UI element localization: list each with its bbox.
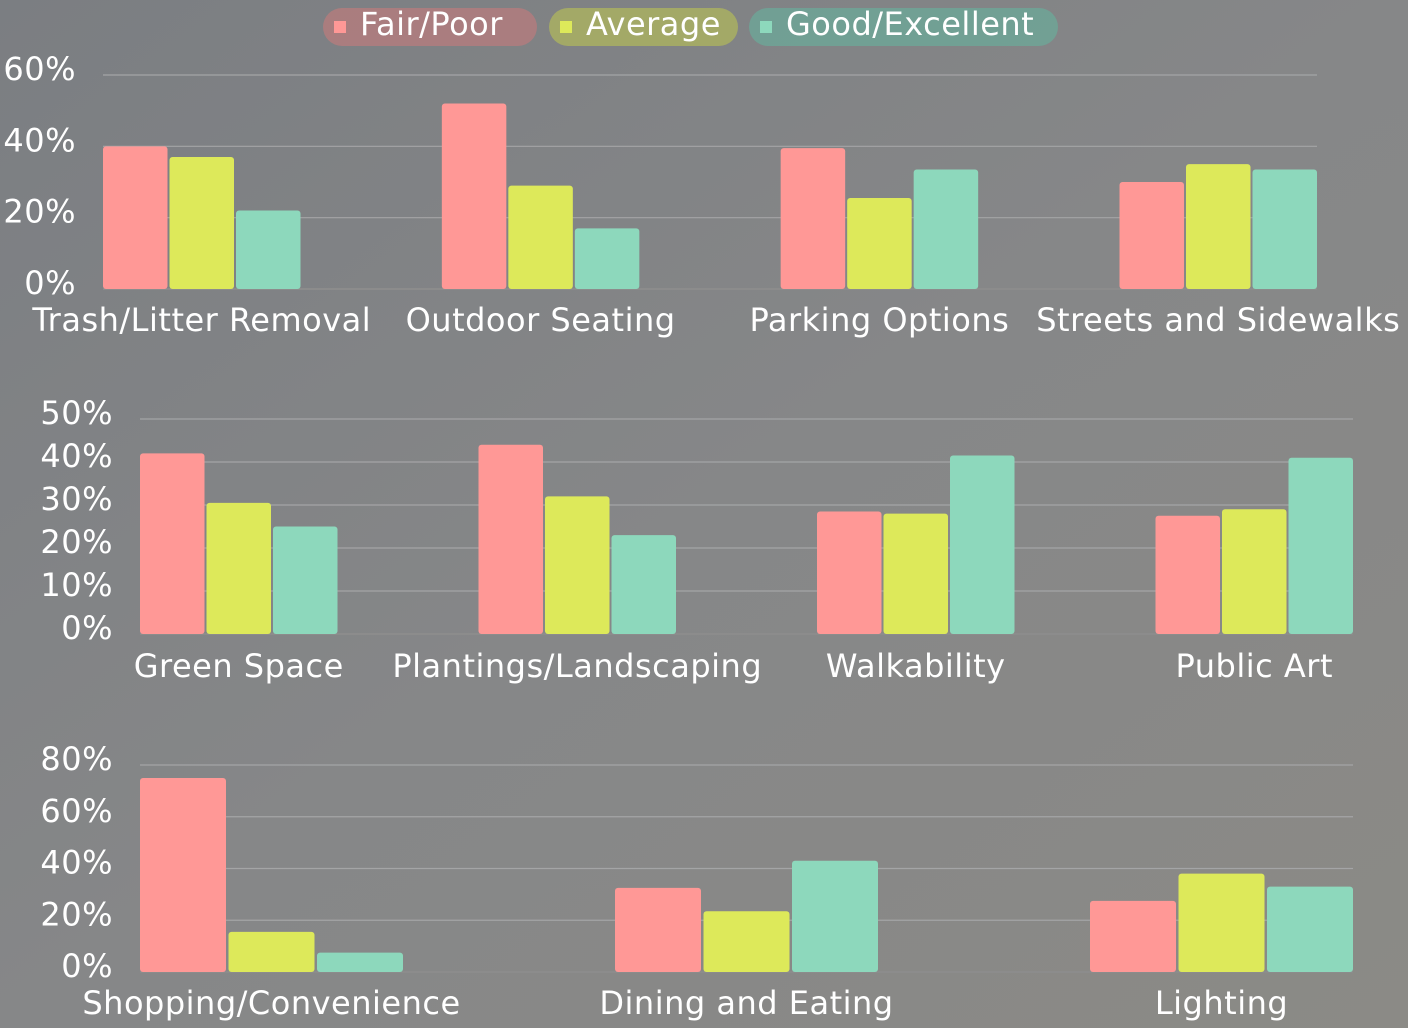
x-tick-label: Public Art xyxy=(1176,647,1333,685)
y-tick-label: 40% xyxy=(3,121,76,159)
bar xyxy=(478,444,543,634)
bar xyxy=(883,513,948,634)
bar xyxy=(780,148,846,289)
bar xyxy=(169,157,234,289)
legend-label: Good/Excellent xyxy=(786,5,1034,43)
bar xyxy=(817,511,882,634)
bar xyxy=(545,496,610,634)
bar xyxy=(703,911,790,972)
bar xyxy=(273,526,338,634)
bar xyxy=(1252,169,1317,289)
legend-marker xyxy=(760,21,772,33)
bar xyxy=(140,777,226,972)
x-tick-label: Streets and Sidewalks xyxy=(1036,301,1400,339)
bar xyxy=(611,535,676,634)
bar xyxy=(103,146,168,289)
y-tick-label: 60% xyxy=(3,50,76,88)
legend-pill xyxy=(323,8,537,46)
y-tick-label: 40% xyxy=(40,437,113,475)
bar xyxy=(1267,886,1353,972)
bar xyxy=(1119,182,1184,289)
y-tick-label: 20% xyxy=(40,895,113,933)
legend-label: Average xyxy=(586,5,721,43)
x-tick-label: Dining and Eating xyxy=(599,984,893,1022)
legend-marker xyxy=(334,21,346,33)
x-tick-label: Walkability xyxy=(826,647,1006,685)
bar xyxy=(1186,164,1251,289)
bar xyxy=(1178,873,1265,972)
legend-label: Fair/Poor xyxy=(360,5,503,43)
y-tick-label: 0% xyxy=(24,264,76,302)
x-tick-label: Lighting xyxy=(1155,984,1288,1022)
x-tick-label: Green Space xyxy=(134,647,344,685)
legend-pill xyxy=(749,8,1058,46)
y-tick-label: 30% xyxy=(40,480,113,518)
y-tick-label: 40% xyxy=(40,844,113,882)
bar xyxy=(508,185,573,289)
legend-pill xyxy=(549,8,738,46)
legend-marker xyxy=(560,21,572,33)
bar xyxy=(792,860,878,972)
bar xyxy=(847,198,912,289)
y-tick-label: 60% xyxy=(40,792,113,830)
bar xyxy=(206,502,271,634)
y-tick-label: 80% xyxy=(40,740,113,778)
x-tick-label: Plantings/Landscaping xyxy=(392,647,762,685)
y-tick-label: 20% xyxy=(3,193,76,231)
bar xyxy=(317,952,403,972)
bar xyxy=(1155,515,1220,634)
bar xyxy=(441,103,507,290)
y-tick-label: 0% xyxy=(61,947,113,985)
bar xyxy=(140,453,205,634)
bar xyxy=(913,169,979,289)
x-tick-label: Shopping/Convenience xyxy=(82,984,460,1022)
x-tick-label: Outdoor Seating xyxy=(406,301,676,339)
x-tick-label: Parking Options xyxy=(750,301,1010,339)
y-tick-label: 0% xyxy=(61,609,113,647)
x-tick-label: Trash/Litter Removal xyxy=(31,301,371,339)
bar xyxy=(1288,457,1353,634)
y-tick-label: 20% xyxy=(40,523,113,561)
bar xyxy=(236,210,301,289)
y-tick-label: 50% xyxy=(40,394,113,432)
bar xyxy=(1222,509,1287,634)
bar xyxy=(615,887,701,972)
bar xyxy=(1090,900,1176,972)
bar xyxy=(950,455,1015,634)
bar xyxy=(228,931,315,972)
bar xyxy=(574,228,640,289)
y-tick-label: 10% xyxy=(40,566,113,604)
